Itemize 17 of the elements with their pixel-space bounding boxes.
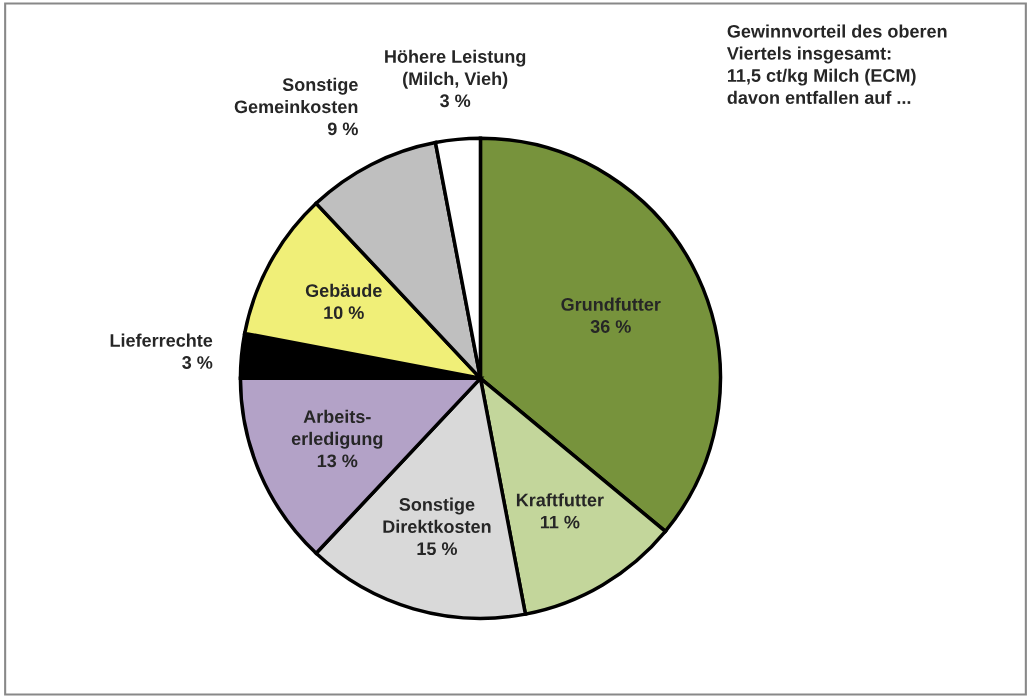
slice-label: Sonstige Gemeinkosten: [234, 77, 358, 114]
slice-label: Lieferrechte: [110, 333, 213, 347]
slice-label: Sonstige Direktkosten: [383, 497, 491, 534]
text: Gewinnvorteil des oberen Viertels insgesamt: 11,5 ct/kg Milch (ECM) davon entfallen auf ...: [726, 24, 947, 105]
slice-label: Kraftfutter: [516, 493, 604, 507]
slice-label: Grundfutter: [561, 297, 661, 311]
data-label: 10 %: [324, 306, 364, 320]
data-label: 15 %: [417, 542, 458, 556]
slice-label: Gebäude: [305, 283, 382, 297]
data-label: 36 %: [590, 320, 631, 333]
data-label: 3 %: [182, 356, 213, 369]
data-label: 13 %: [317, 454, 358, 468]
data-label: 11 %: [540, 515, 580, 529]
slice-label: Höhere Leistung (Milch, Vieh): [385, 49, 526, 89]
data-label: 3 %: [440, 94, 471, 108]
slice-label: Arbeits- erledigung: [291, 409, 383, 449]
data-label: 9 %: [327, 122, 358, 136]
